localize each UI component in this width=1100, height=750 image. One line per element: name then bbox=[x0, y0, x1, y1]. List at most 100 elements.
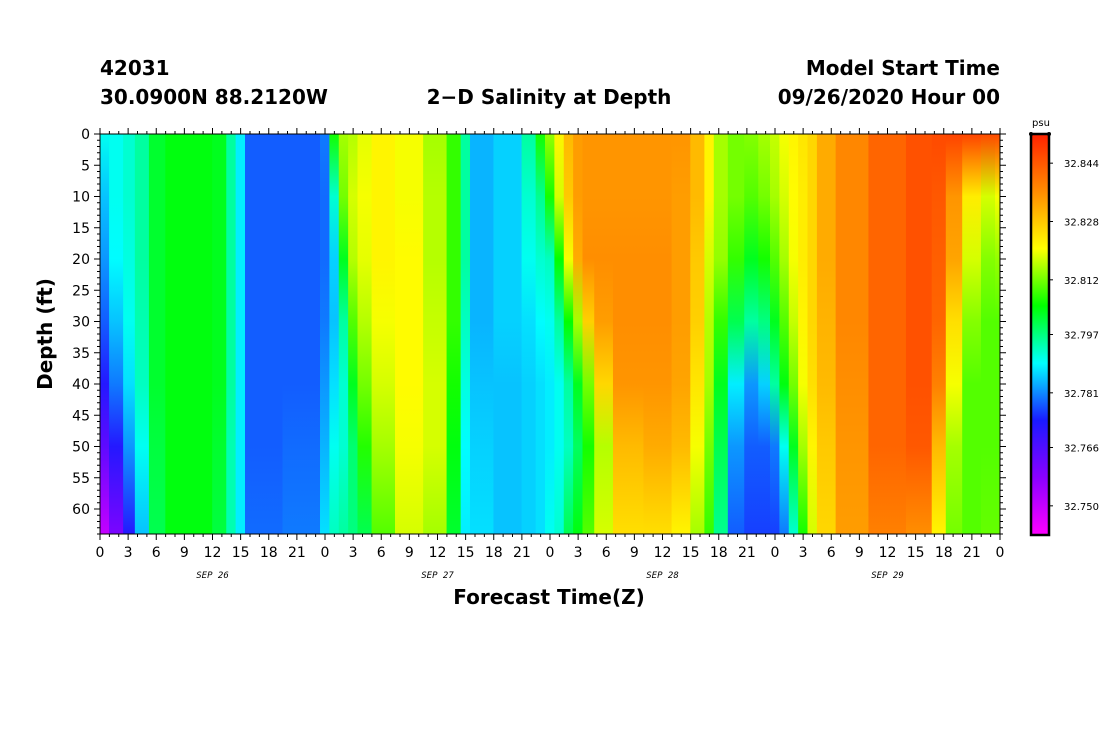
x-tick-label: 18 bbox=[935, 545, 953, 561]
x-tick-label: 0 bbox=[546, 545, 555, 561]
x-tick-label: 15 bbox=[232, 545, 250, 561]
heatmap-column bbox=[165, 134, 190, 534]
x-tick-label: 18 bbox=[710, 545, 728, 561]
heatmap-column bbox=[348, 134, 359, 534]
colorbar-tick-label: 32.797 bbox=[1064, 331, 1099, 342]
heatmap-column bbox=[573, 134, 584, 534]
x-tick-label: 18 bbox=[260, 545, 278, 561]
x-tick-label: 6 bbox=[602, 545, 611, 561]
heatmap-column bbox=[758, 134, 771, 534]
heatmap-column bbox=[554, 134, 565, 534]
heatmap-column bbox=[816, 134, 837, 534]
heatmap-column bbox=[357, 134, 373, 534]
heatmap-column bbox=[470, 134, 495, 534]
colorbar-ramp bbox=[1031, 134, 1049, 535]
depth-axis: 0 5 10 15 20 25 30 35 40 45 50 55 60 bbox=[72, 127, 1006, 535]
heatmap-column bbox=[99, 134, 110, 534]
colorbar-tick-label: 32.766 bbox=[1064, 444, 1099, 455]
day-label: SEP 28 bbox=[646, 571, 679, 581]
heatmap-column bbox=[945, 134, 963, 534]
heatmap-column bbox=[148, 134, 166, 534]
x-axis-title: Forecast Time(Z) bbox=[453, 585, 644, 609]
y-tick-label: 50 bbox=[72, 440, 90, 456]
x-tick-label: 6 bbox=[152, 545, 161, 561]
heatmap-column bbox=[134, 134, 150, 534]
heatmap-column bbox=[690, 134, 705, 534]
x-tick-label: 3 bbox=[349, 545, 358, 561]
heatmap-column bbox=[798, 134, 809, 534]
y-tick-label: 0 bbox=[81, 127, 90, 143]
x-tick-label: 3 bbox=[799, 545, 808, 561]
heatmap-column bbox=[582, 134, 595, 534]
heatmap-column bbox=[643, 134, 673, 534]
x-tick-label: 0 bbox=[96, 545, 105, 561]
heatmap-column bbox=[235, 134, 246, 534]
x-tick-label: 21 bbox=[738, 545, 756, 561]
colorbar-tick-label: 32.781 bbox=[1064, 389, 1099, 400]
heatmap-column bbox=[109, 134, 124, 534]
heatmap-column bbox=[594, 134, 614, 534]
x-tick-label: 12 bbox=[204, 545, 222, 561]
y-tick-label: 30 bbox=[72, 315, 90, 331]
heatmap-column bbox=[905, 134, 933, 534]
heatmap-column bbox=[779, 134, 790, 534]
heatmap-column bbox=[770, 134, 780, 534]
model-start-time: 09/26/2020 Hour 00 bbox=[778, 85, 1000, 109]
heatmap-column bbox=[807, 134, 818, 534]
x-tick-label: 15 bbox=[457, 545, 475, 561]
heatmap-column bbox=[704, 134, 715, 534]
colorbar-corner-dot bbox=[1047, 132, 1051, 136]
day-labels: SEP 26 SEP 27 SEP 28 SEP 29 bbox=[196, 571, 904, 581]
station-location: 30.0900N 88.2120W bbox=[100, 85, 328, 109]
chart-title: 2−D Salinity at Depth bbox=[427, 85, 672, 109]
heatmap-column bbox=[535, 134, 546, 534]
x-tick-label: 12 bbox=[879, 545, 897, 561]
colorbar: 32.750 32.766 32.781 32.797 32.812 32.828 32.8… bbox=[1029, 132, 1099, 537]
y-tick-label: 5 bbox=[81, 158, 90, 174]
heatmap-column bbox=[395, 134, 424, 534]
heatmap-column bbox=[713, 134, 729, 534]
heatmap-column bbox=[446, 134, 462, 534]
heatmap-column bbox=[188, 134, 213, 534]
heatmap-column bbox=[612, 134, 645, 534]
x-tick-label: 15 bbox=[907, 545, 925, 561]
heatmap-column bbox=[371, 134, 396, 534]
y-tick-label: 45 bbox=[72, 408, 90, 424]
heatmap-column bbox=[245, 134, 284, 534]
x-tick-label: 3 bbox=[124, 545, 133, 561]
x-tick-label: 18 bbox=[485, 545, 503, 561]
day-label: SEP 27 bbox=[421, 571, 454, 581]
x-tick-label: 21 bbox=[288, 545, 306, 561]
y-tick-label: 20 bbox=[72, 252, 90, 268]
y-tick-label: 40 bbox=[72, 377, 90, 393]
x-tick-label: 12 bbox=[654, 545, 672, 561]
x-tick-label: 3 bbox=[574, 545, 583, 561]
y-tick-label: 60 bbox=[72, 502, 90, 518]
heatmap-column bbox=[980, 134, 996, 534]
y-tick-label: 55 bbox=[72, 471, 90, 487]
heatmap-column bbox=[727, 134, 745, 534]
colorbar-corner-dot bbox=[1029, 132, 1033, 136]
colorbar-tick-label: 32.844 bbox=[1064, 159, 1099, 170]
heatmap-column bbox=[320, 134, 330, 534]
heatmap-column bbox=[995, 134, 1001, 534]
heatmap-column bbox=[212, 134, 227, 534]
x-tick-label: 21 bbox=[963, 545, 981, 561]
colorbar-tick-label: 32.812 bbox=[1064, 276, 1099, 287]
heatmap-column bbox=[563, 134, 574, 534]
heatmap-column bbox=[931, 134, 947, 534]
colorbar-unit: psu bbox=[1032, 118, 1050, 129]
x-tick-label: 0 bbox=[771, 545, 780, 561]
x-tick-label: 9 bbox=[855, 545, 864, 561]
station-id: 42031 bbox=[100, 56, 170, 80]
heatmap-column bbox=[460, 134, 471, 534]
x-tick-label: 9 bbox=[405, 545, 414, 561]
heatmap-column bbox=[226, 134, 237, 534]
heatmap-column bbox=[282, 134, 321, 534]
x-tick-label: 0 bbox=[321, 545, 330, 561]
x-tick-label: 9 bbox=[630, 545, 639, 561]
salinity-heatmap bbox=[99, 134, 1001, 534]
heatmap-column bbox=[329, 134, 340, 534]
model-start-label: Model Start Time bbox=[806, 56, 1000, 80]
heatmap-column bbox=[338, 134, 349, 534]
